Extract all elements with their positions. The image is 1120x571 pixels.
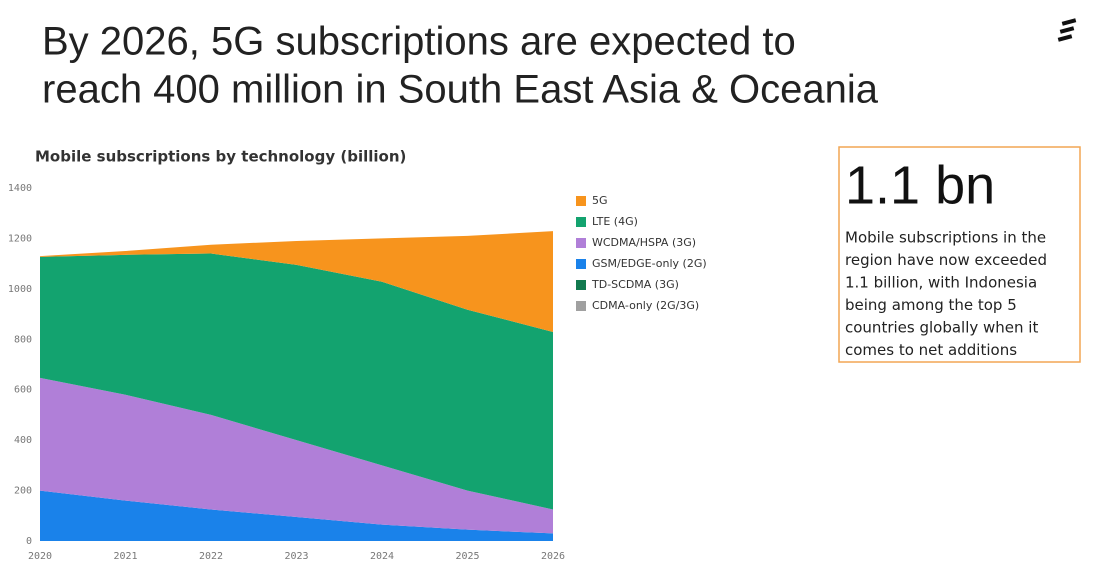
y-tick-label: 200 <box>14 486 32 497</box>
callout-box <box>838 146 1081 363</box>
legend-label: GSM/EDGE-only (2G) <box>592 257 707 270</box>
legend-swatch <box>576 238 586 248</box>
callout-line: 1.1 billion, with Indonesia <box>845 274 1037 292</box>
legend-label: LTE (4G) <box>592 215 638 228</box>
callout-line: being among the top 5 <box>845 296 1017 314</box>
x-tick-label: 2021 <box>113 551 137 562</box>
area <box>40 377 553 534</box>
x-tick-label: 2025 <box>455 551 479 562</box>
x-tick-label: 2020 <box>28 551 52 562</box>
callout-text: Mobile subscriptions in the region have n… <box>845 229 1047 360</box>
chart-title: Mobile subscriptions by technology (bill… <box>35 148 406 166</box>
callout-line: region have now exceeded <box>845 251 1047 269</box>
headline: reach 400 million in South East Asia & O… <box>42 68 879 112</box>
x-tick-label: 2022 <box>199 551 223 562</box>
legend-swatch <box>576 259 586 269</box>
headline: By 2026, 5G subscriptions are expected t… <box>42 20 796 64</box>
y-tick-label: 800 <box>14 334 32 345</box>
y-tick-label: 1400 <box>8 183 32 194</box>
legend-label: WCDMA/HSPA (3G) <box>592 236 696 249</box>
x-tick-label: 2023 <box>284 551 308 562</box>
y-tick-label: 0 <box>26 536 32 547</box>
legend-swatch <box>576 301 586 311</box>
callout-line: Mobile subscriptions in the <box>845 229 1046 247</box>
callout-stat: 1.1 bn <box>845 155 995 215</box>
legend-swatch <box>576 217 586 227</box>
y-tick-label: 1000 <box>8 284 32 295</box>
x-tick-label: 2024 <box>370 551 394 562</box>
legend-label: TD-SCDMA (3G) <box>591 278 679 291</box>
plot: 0 200 400 600 800 1000 1200 1400 2020 2021 2022 202… <box>8 183 707 562</box>
area <box>40 490 553 541</box>
legend-swatch <box>576 280 586 290</box>
legend-label: CDMA-only (2G/3G) <box>592 299 699 312</box>
callout-line: countries globally when it <box>845 319 1038 337</box>
logo <box>1057 18 1077 42</box>
y-tick-label: 600 <box>14 385 32 396</box>
legend-label: 5G <box>592 194 608 207</box>
callout-line: comes to net additions <box>845 341 1017 359</box>
legend-swatch <box>576 196 586 206</box>
y-tick-label: 1200 <box>8 233 32 244</box>
x-tick-label: 2026 <box>541 551 565 562</box>
area <box>40 253 553 510</box>
y-tick-label: 400 <box>14 435 32 446</box>
area <box>40 231 553 332</box>
